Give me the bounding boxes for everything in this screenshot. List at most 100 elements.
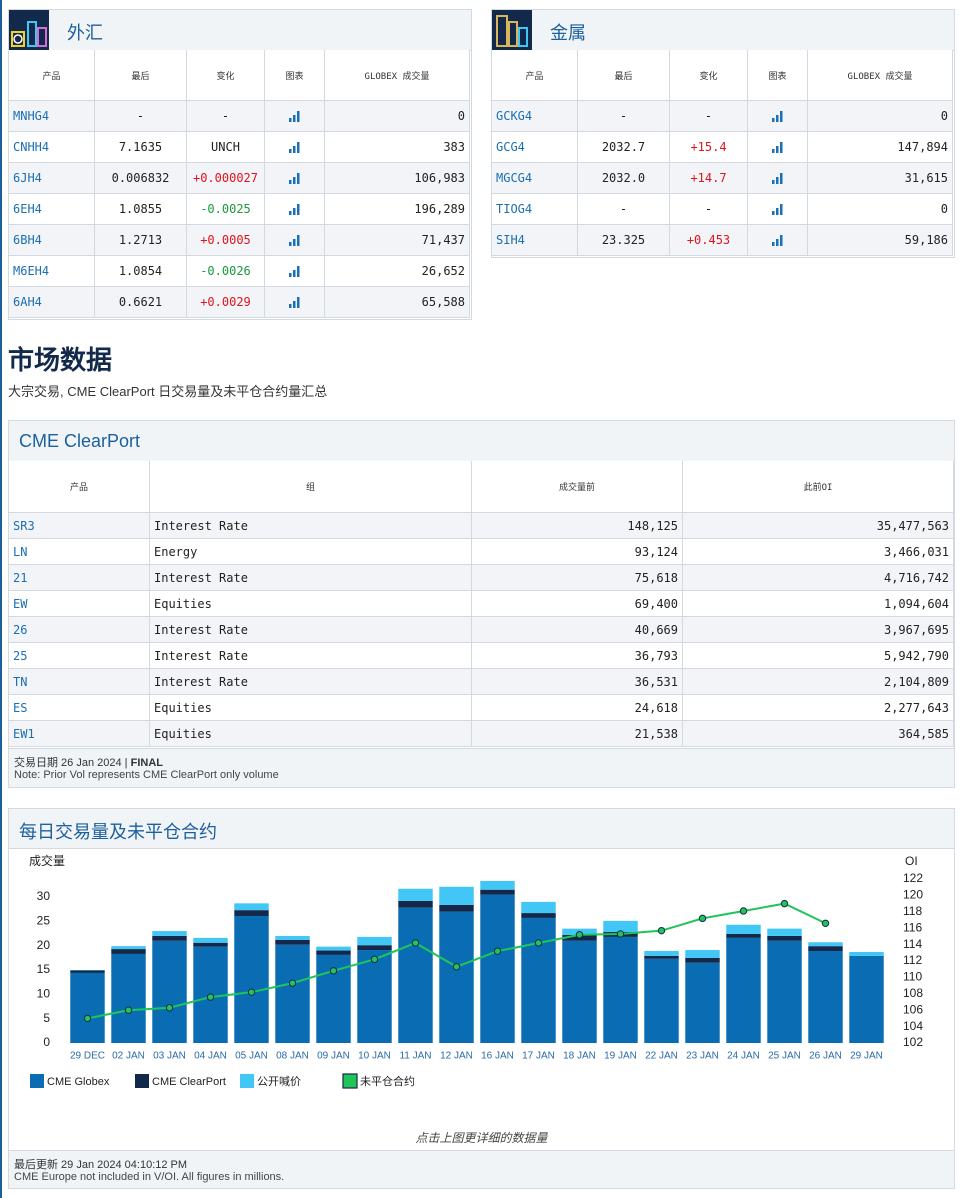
chart-hint[interactable]: 点击上图更详细的数据量: [415, 1131, 548, 1145]
chart-link[interactable]: [265, 194, 325, 225]
product-link[interactable]: MNHG4: [9, 101, 95, 132]
product-link[interactable]: 6EH4: [9, 194, 95, 225]
chart-link[interactable]: [748, 163, 808, 194]
chart-link[interactable]: [748, 101, 808, 132]
bar-segment: [275, 935, 310, 940]
bar-segment: [685, 950, 720, 958]
y2-tick-label: 102: [903, 1035, 923, 1049]
x-tick-label: 05 JAN: [235, 1051, 268, 1062]
chart-link[interactable]: [748, 225, 808, 256]
product-link[interactable]: M6EH4: [9, 256, 95, 287]
product-link[interactable]: 25: [9, 643, 150, 669]
chart-icon[interactable]: [288, 296, 302, 308]
product-link[interactable]: EW: [9, 591, 150, 617]
panel-header: [9, 809, 954, 849]
chart-footer: [9, 1150, 954, 1188]
column-header: 变化: [187, 50, 265, 101]
chart-icon[interactable]: [771, 172, 785, 184]
column-header: 图表: [748, 50, 808, 101]
chart-icon[interactable]: [771, 110, 785, 122]
product-link[interactable]: TN: [9, 669, 150, 695]
x-tick-label: 08 JAN: [276, 1051, 309, 1062]
y2-tick-label: 114: [903, 937, 922, 951]
bar-segment: [603, 920, 638, 933]
chart-link[interactable]: [265, 132, 325, 163]
chart-icon[interactable]: [771, 234, 785, 246]
updated: 最后更新 29 Jan 2024 04:10:12 PM: [14, 1159, 188, 1171]
chart-link[interactable]: [265, 101, 325, 132]
point: [165, 1004, 174, 1012]
table-cell: +0.0029: [187, 287, 265, 318]
bar-segment: [193, 942, 228, 947]
bar-segment: [316, 950, 351, 955]
y2-axis-title: OI: [905, 854, 918, 868]
chart-icon[interactable]: [288, 110, 302, 122]
chart-link[interactable]: [265, 256, 325, 287]
chart[interactable]: 成交量 OI 0 5 10 15 20 25 30 102 104 106 108 110 112 114…: [8, 848, 954, 1098]
bar-segment: [357, 950, 392, 1043]
y2-tick-label: 110: [903, 970, 922, 984]
chart-icon[interactable]: [288, 265, 302, 277]
chart-link[interactable]: [265, 225, 325, 256]
product-link[interactable]: CNHH4: [9, 132, 95, 163]
table-cell: 36,531: [472, 669, 683, 695]
legend-swatch: [342, 1073, 358, 1089]
product-link[interactable]: SR3: [9, 513, 150, 539]
chart-icon[interactable]: [288, 234, 302, 246]
table-cell: 0: [808, 194, 953, 225]
bar-segment: [275, 944, 310, 1043]
bar-segment: [767, 928, 802, 936]
chart-icon[interactable]: [288, 172, 302, 184]
column-header: 组: [150, 461, 472, 513]
bar-segment: [726, 937, 761, 1043]
point: [288, 979, 297, 987]
bar-segment: [111, 953, 146, 1043]
product-link[interactable]: 6AH4: [9, 287, 95, 318]
table-cell: 40,669: [472, 617, 683, 643]
product-link[interactable]: GCKG4: [492, 101, 578, 132]
y2-tick-label: 104: [903, 1019, 923, 1033]
product-link[interactable]: 26: [9, 617, 150, 643]
y-tick-label: 20: [37, 938, 51, 952]
point: [329, 967, 338, 975]
chart-link[interactable]: [748, 132, 808, 163]
chart-icon[interactable]: [771, 141, 785, 153]
product-link[interactable]: EW1: [9, 721, 150, 747]
metals-icon: [492, 10, 532, 50]
chart-link[interactable]: [265, 287, 325, 318]
bar-segment: [152, 931, 187, 936]
chart-icon[interactable]: [288, 203, 302, 215]
y2-tick-label: 120: [903, 888, 923, 902]
chart-link[interactable]: [265, 163, 325, 194]
chart-icon[interactable]: [288, 141, 302, 153]
legend-label: CME ClearPort: [152, 1076, 226, 1088]
bar-segment: [521, 913, 556, 918]
product-link[interactable]: MGCG4: [492, 163, 578, 194]
bar-segment: [398, 888, 433, 901]
x-tick-label: 23 JAN: [686, 1051, 719, 1062]
table-cell: 196,289: [325, 194, 470, 225]
product-link[interactable]: SIH4: [492, 225, 578, 256]
table-cell: 93,124: [472, 539, 683, 565]
product-link[interactable]: GCG4: [492, 132, 578, 163]
x-tick-label: 09 JAN: [317, 1051, 350, 1062]
bar-segment: [152, 940, 187, 1043]
table-cell: 1.0854: [95, 256, 187, 287]
product-link[interactable]: LN: [9, 539, 150, 565]
chart-link[interactable]: [748, 194, 808, 225]
table-cell: 2032.0: [578, 163, 670, 194]
product-link[interactable]: 6BH4: [9, 225, 95, 256]
product-link[interactable]: ES: [9, 695, 150, 721]
product-link[interactable]: TIOG4: [492, 194, 578, 225]
product-link[interactable]: 6JH4: [9, 163, 95, 194]
bar-segment: [234, 903, 269, 911]
chart-icon[interactable]: [771, 203, 785, 215]
panel-title: 每日交易量及未平仓合约: [19, 822, 217, 842]
table-cell: 383: [325, 132, 470, 163]
table-cell: 3,967,695: [683, 617, 954, 643]
bar-segment: [480, 889, 515, 895]
x-tick-label: 17 JAN: [522, 1051, 555, 1062]
x-tick-label: 26 JAN: [809, 1051, 842, 1062]
bar-segment: [316, 946, 351, 951]
product-link[interactable]: 21: [9, 565, 150, 591]
